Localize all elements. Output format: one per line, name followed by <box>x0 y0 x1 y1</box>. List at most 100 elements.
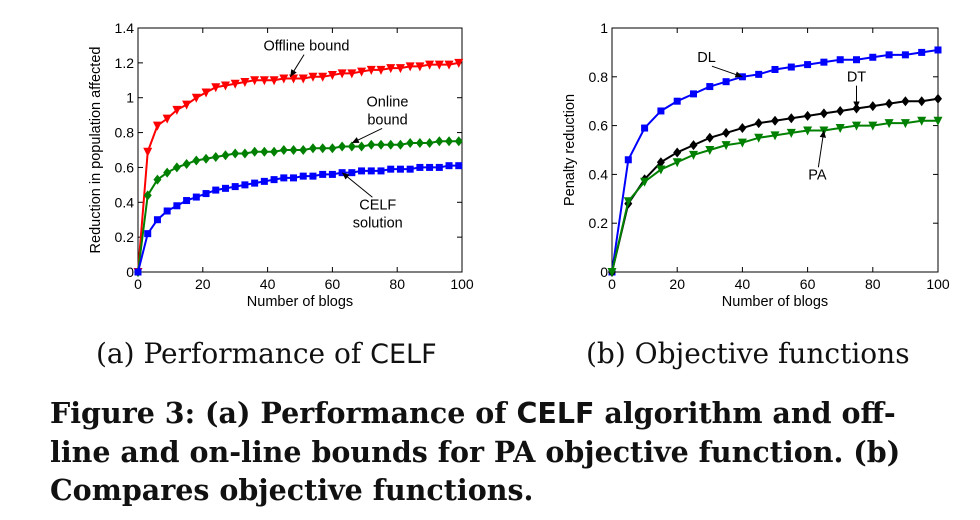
data-point <box>656 165 666 175</box>
data-point <box>182 158 191 169</box>
x-tick-label: 20 <box>195 276 211 292</box>
data-point <box>917 96 926 107</box>
y-axis-label: Reduction in population affected <box>88 47 104 254</box>
x-tick-label: 80 <box>389 276 405 292</box>
chart-panel-a: 0 20 40 60 80 100 0 0.2 0.4 0.6 0.8 1 1.2 1.4 Number o… <box>88 20 474 310</box>
data-point <box>309 172 317 180</box>
series-line <box>137 164 459 273</box>
data-point <box>172 162 181 173</box>
data-point <box>192 193 200 201</box>
data-point <box>357 141 366 152</box>
data-point <box>377 167 385 175</box>
data-point <box>444 60 454 70</box>
data-point <box>386 64 396 74</box>
data-point <box>231 148 240 159</box>
subcaption-a-prefix: (a) Performance of <box>96 337 371 370</box>
subcaption-a-algo: CELF <box>370 339 437 370</box>
data-point <box>241 181 249 189</box>
data-point <box>406 138 415 149</box>
data-point <box>289 145 298 155</box>
data-point <box>327 71 337 81</box>
data-point <box>435 136 444 147</box>
data-point <box>868 101 877 112</box>
data-point <box>656 157 665 168</box>
data-point <box>377 139 385 150</box>
data-point <box>230 79 240 89</box>
data-point <box>770 131 780 141</box>
data-point <box>737 138 747 148</box>
data-point <box>804 61 812 69</box>
data-point <box>337 69 347 79</box>
data-point <box>183 197 191 205</box>
data-point <box>202 153 211 164</box>
data-point <box>153 216 161 224</box>
y-tick-label: 0.8 <box>589 69 609 85</box>
data-point <box>367 139 376 150</box>
data-point <box>396 165 404 173</box>
data-point <box>338 141 347 152</box>
annotation-arrowhead <box>290 69 297 77</box>
data-point <box>819 108 828 119</box>
annotation-label: PA <box>808 167 827 183</box>
data-point <box>240 148 249 159</box>
data-point <box>415 62 425 72</box>
annotation-label: Offline bound <box>263 39 349 55</box>
data-point <box>934 93 942 104</box>
data-point <box>455 162 463 170</box>
data-point <box>820 58 828 66</box>
data-point <box>280 174 288 182</box>
data-point <box>191 93 201 103</box>
data-point <box>386 139 395 150</box>
x-tick-label: 100 <box>926 276 950 292</box>
data-point <box>869 53 877 61</box>
annotation-arrowhead <box>819 130 827 138</box>
data-point <box>917 116 927 126</box>
annotation-arrowhead <box>351 137 360 144</box>
data-point <box>299 172 307 180</box>
data-point <box>279 74 289 84</box>
data-point <box>279 145 288 155</box>
annotation-arrowhead <box>342 172 350 180</box>
data-point <box>240 78 250 88</box>
x-tick-label: 0 <box>608 276 616 292</box>
data-point <box>901 96 910 107</box>
annotation-line: Offline bound <box>263 39 349 55</box>
data-point <box>260 146 269 157</box>
figure-caption: Figure 3: (a) Performance of CELF algori… <box>50 394 950 509</box>
plot-frame <box>137 27 463 273</box>
data-point <box>454 58 464 68</box>
data-point <box>357 67 367 77</box>
data-point <box>852 121 861 131</box>
data-point <box>308 143 317 154</box>
data-point <box>134 268 142 276</box>
data-point <box>884 119 894 129</box>
data-point <box>624 156 632 164</box>
x-tick-label: 0 <box>134 276 142 292</box>
data-point <box>395 64 405 74</box>
y-tick-label: 0.6 <box>115 159 135 175</box>
data-point <box>721 141 731 151</box>
data-point <box>231 183 239 191</box>
y-tick-label: 0.4 <box>589 166 609 182</box>
data-point <box>211 151 220 162</box>
data-point <box>836 56 844 64</box>
data-point <box>853 56 860 64</box>
series-line <box>611 119 938 273</box>
data-point <box>416 163 424 171</box>
data-point <box>435 163 443 171</box>
data-point <box>328 170 336 178</box>
data-point <box>803 126 813 136</box>
data-point <box>705 132 714 143</box>
data-point <box>259 76 269 86</box>
x-tick-label: 80 <box>865 276 881 292</box>
annotation-line: DL <box>697 50 716 66</box>
data-point <box>212 186 220 194</box>
data-point <box>754 133 764 143</box>
data-point <box>738 123 747 134</box>
data-point <box>689 150 698 160</box>
annotation-arrowhead <box>734 71 743 78</box>
data-point <box>673 147 682 158</box>
data-point <box>173 202 181 210</box>
data-point <box>885 98 894 109</box>
data-point <box>673 97 681 105</box>
